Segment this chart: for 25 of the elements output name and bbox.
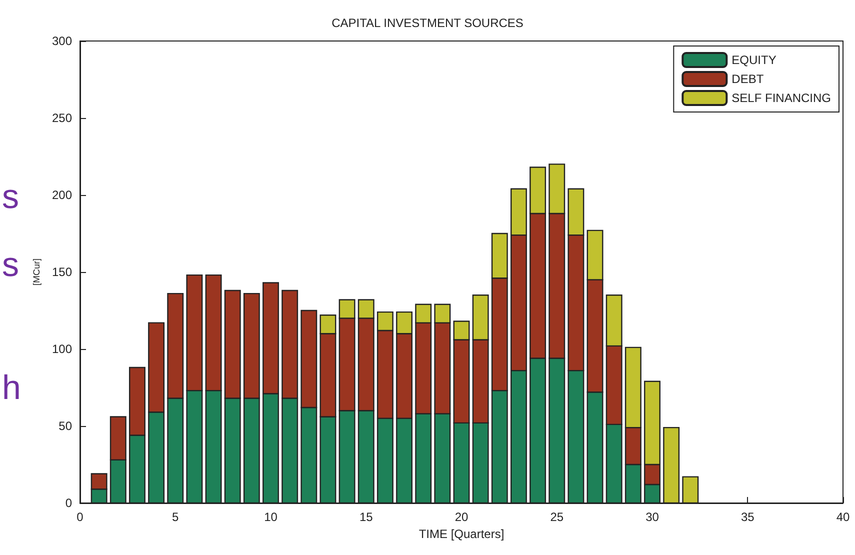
- chart-title: CAPITAL INVESTMENT SOURCES: [332, 16, 524, 30]
- legend-label: SELF FINANCING: [732, 91, 832, 105]
- y-tick-label: 300: [52, 34, 72, 48]
- text: s: [2, 178, 19, 216]
- text: h: [2, 369, 21, 407]
- y-tick-label: 150: [52, 265, 72, 279]
- legend-label: EQUITY: [732, 53, 776, 67]
- x-tick-label: 15: [359, 510, 374, 524]
- y-tick-label: 100: [52, 342, 72, 356]
- x-axis-title: TIME [Quarters]: [418, 526, 504, 541]
- y-tick-label: 200: [52, 188, 72, 202]
- text: s: [2, 246, 19, 284]
- y-axis-title: [MCur]: [32, 258, 42, 286]
- x-tick-label: 30: [646, 510, 660, 524]
- y-tick-label: 50: [58, 419, 72, 433]
- legend-label: DEBT: [732, 72, 764, 86]
- x-tick-label: 35: [740, 510, 755, 524]
- x-tick-label: 5: [172, 510, 180, 524]
- y-tick-label: 0: [65, 496, 72, 510]
- x-tick-label: 0: [76, 510, 84, 524]
- x-tick-label: 25: [550, 510, 564, 524]
- x-tick-label: 20: [454, 510, 468, 524]
- y-tick-label: 250: [52, 111, 72, 125]
- x-tick-label: 10: [264, 510, 278, 524]
- x-tick-label: 40: [836, 510, 850, 524]
